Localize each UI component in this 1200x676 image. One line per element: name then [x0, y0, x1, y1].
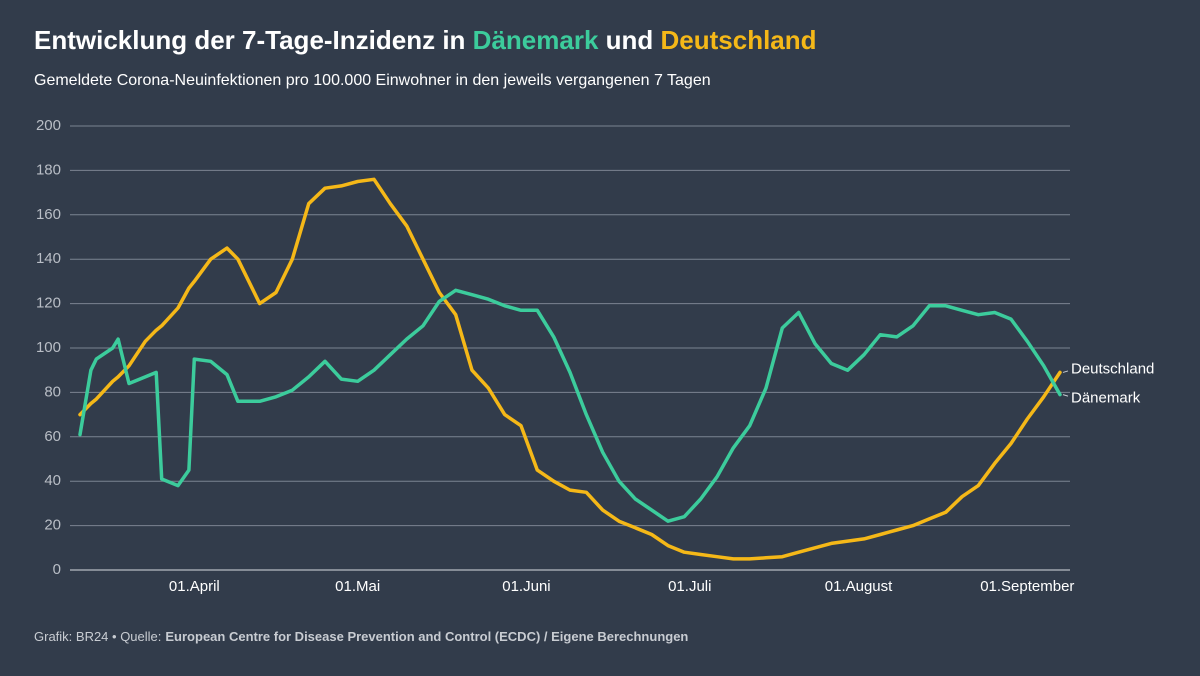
line — [78, 177, 1062, 561]
series-label: Deutschland — [1071, 360, 1154, 377]
y-tick-label: 60 — [44, 428, 61, 445]
title-part: Dänemark — [473, 25, 599, 55]
source-text: European Centre for Disease Prevention a… — [165, 629, 688, 644]
title-part: Deutschland — [661, 25, 817, 55]
label-connector — [1062, 394, 1069, 397]
y-tick-label: 200 — [36, 117, 61, 134]
y-tick-label: 120 — [36, 295, 61, 312]
source-label: Grafik: BR24 • Quelle: — [34, 629, 161, 644]
title-part: Entwicklung der 7-Tage-Inzidenz in — [34, 25, 473, 55]
y-tick-label: 0 — [53, 561, 61, 578]
chart-title: Entwicklung der 7-Tage-Inzidenz in Dänem… — [34, 25, 817, 55]
y-tick-label: 80 — [44, 383, 61, 400]
y-tick-label: 160 — [36, 206, 61, 223]
y-tick-label: 40 — [44, 472, 61, 489]
x-tick-label: 01.September — [980, 578, 1074, 595]
chart-subtitle: Gemeldete Corona-Neuinfektionen pro 100.… — [34, 72, 711, 89]
y-tick-label: 20 — [44, 517, 61, 534]
x-tick-label: 01.Juni — [502, 578, 550, 595]
y-tick-label: 100 — [36, 339, 61, 356]
x-tick-label: 01.Juli — [668, 578, 711, 595]
line — [78, 288, 1062, 523]
x-tick-label: 01.August — [825, 578, 893, 595]
y-tick-label: 140 — [36, 250, 61, 267]
x-tick-label: 01.Mai — [335, 578, 380, 595]
series-label: Dänemark — [1071, 390, 1141, 407]
title-part: und — [598, 25, 660, 55]
x-tick-label: 01.April — [169, 578, 220, 595]
y-tick-label: 180 — [36, 161, 61, 178]
label-connector — [1062, 370, 1069, 373]
source: Grafik: BR24 • Quelle: European Centre fo… — [34, 629, 688, 644]
